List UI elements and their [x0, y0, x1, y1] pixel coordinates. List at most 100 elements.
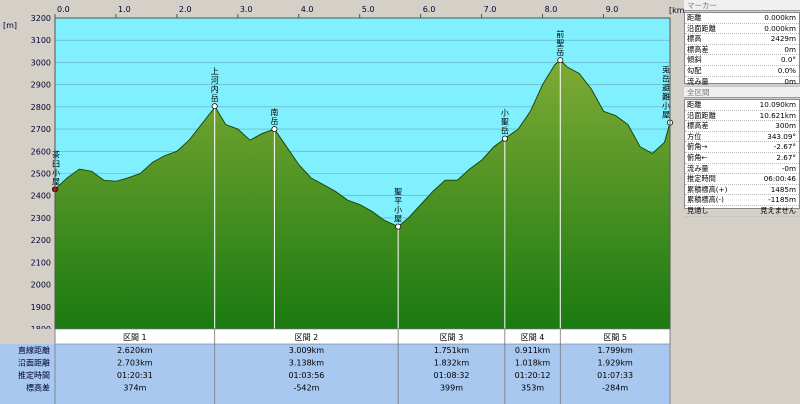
y-tick-label: 2400 [31, 192, 51, 201]
marker-label: 南岳 [270, 107, 278, 126]
segment-value: 1.799km [597, 346, 633, 355]
marker-info-row-value: 0.000km [764, 23, 796, 33]
marker-info-row: 流み量 0m [685, 77, 799, 88]
elevation-profile-chart[interactable]: 0.0 1.0 2.0 3.0 4.0 5.0 6.0 7.0 8.0 9.0 320031003… [0, 0, 684, 404]
segment-row-label: 標高差 [26, 383, 50, 393]
total-info-row: 標高差 300m [685, 121, 799, 132]
y-tick-label: 2500 [31, 170, 51, 179]
x-tick-label: 7.0 [484, 5, 497, 14]
marker-info-row-value: 2429m [770, 34, 796, 44]
marker-info-row-value: 0m [784, 44, 796, 54]
total-panel-title: 全区間 [684, 87, 800, 98]
marker-info-row-label: 標高 [687, 34, 702, 44]
x-tick-label: 4.0 [301, 5, 314, 14]
marker-info-row-value: 0.0° [780, 55, 796, 65]
marker-info-row: 沿面距離 0.000km [685, 24, 799, 35]
total-info-row-value: 300m [775, 121, 796, 131]
y-tick-label: 2100 [31, 258, 51, 267]
total-info-row-value: 10.621km [759, 110, 796, 120]
total-info-row-label: 累積標高(-) [687, 195, 724, 205]
y-tick-label: 3100 [31, 36, 51, 45]
segment-value: 01:07:33 [597, 371, 633, 380]
total-info-row-value: 見えません [760, 205, 796, 215]
total-info-row-value: -1185m [768, 195, 796, 205]
marker-info-row-label: 沿面距離 [687, 23, 716, 33]
total-info-row: 累積標高(+) 1485m [685, 185, 799, 196]
segment-value: 1.832km [434, 359, 470, 368]
segment-value: 399m [440, 384, 463, 393]
marker-label: 茶臼小屋 [52, 149, 60, 186]
total-info-row: 沿面距離 10.621km [685, 111, 799, 122]
marker-point [557, 57, 564, 64]
marker-info-row: 勾配 0.0% [685, 66, 799, 77]
total-info-row-label: 見通し [687, 205, 709, 215]
segment-label: 区間 1 [123, 333, 147, 342]
y-tick-label: 2700 [31, 125, 51, 134]
segment-value: 01:20:31 [117, 371, 153, 380]
marker-info-row-label: 勾配 [687, 65, 702, 75]
marker-label: 聖平小屋 [394, 188, 402, 224]
segment-value: 3.009km [289, 346, 325, 355]
marker-point [211, 103, 218, 110]
segment-value: 1.929km [597, 359, 633, 368]
y-tick-label: 3000 [31, 58, 51, 67]
marker-point [271, 126, 278, 133]
y-tick-label: 3200 [31, 14, 51, 23]
total-info-row: 見通し 見えません [685, 206, 799, 217]
marker-label: 前聖岳 [556, 29, 564, 57]
segment-value: 353m [521, 384, 544, 393]
x-tick-label: 5.0 [362, 5, 375, 14]
marker-info-row-label: 標高差 [687, 44, 709, 54]
marker-info-row-value: 0.000km [764, 13, 796, 22]
segment-value: 2.620km [117, 346, 153, 355]
y-tick-label: 2200 [31, 236, 51, 245]
segment-value: 2.703km [117, 359, 153, 368]
y-tick-label: 2900 [31, 81, 51, 90]
total-info-row-label: 俯角← [687, 152, 708, 162]
total-info-row: 流み量 -0m [685, 164, 799, 175]
total-info-row-value: 10.090km [759, 100, 796, 109]
segment-header-bg [54, 328, 671, 345]
total-info-row-label: 沿面距離 [687, 110, 716, 120]
segment-label: 区間 5 [603, 333, 627, 342]
total-info-row-value: -0m [781, 163, 796, 173]
marker-label: 兎岳避難小屋 [662, 65, 670, 120]
segment-value: 1.751km [434, 346, 470, 355]
total-info-row-label: 方位 [687, 131, 702, 141]
total-info-row: 俯角→ -2.67° [685, 142, 799, 153]
total-info-row: 方位 343.09° [685, 132, 799, 143]
y-unit-label: [m] [3, 21, 17, 30]
x-unit-label: [km] [669, 6, 684, 15]
x-tick-label: 8.0 [545, 5, 558, 14]
x-tick-label: 9.0 [606, 5, 619, 14]
marker-label: 上河内岳 [211, 67, 219, 103]
marker-info-row-value: 0m [784, 76, 796, 86]
segment-label: 区間 2 [295, 333, 319, 342]
segment-corner-bg [0, 329, 55, 344]
x-tick-label: 0.0 [57, 5, 70, 14]
total-info-row-value: -2.67° [773, 142, 796, 152]
segment-value: 01:20:12 [515, 371, 551, 380]
y-tick-label: 2300 [31, 214, 51, 223]
marker-point [501, 135, 508, 142]
total-info-row-value: 1485m [770, 184, 796, 194]
total-info-box: 距離 10.090km 沿面距離 10.621km 標高差 300m 方位 343.09° 俯角… [684, 99, 800, 217]
info-panel: マーカー 距離 0.000km 沿面距離 0.000km 標高 2429m 標高差 0m 傾斜 0… [684, 0, 800, 404]
y-tick-label: 2800 [31, 103, 51, 112]
y-tick-label: 2000 [31, 281, 51, 290]
segment-label: 区間 3 [440, 333, 464, 342]
y-axis: 3200 3100 3000 2900 2800 2700 2600 2500 2400 2300… [31, 14, 51, 334]
total-info-row: 距離 10.090km [685, 100, 799, 111]
total-info-row-label: 流み量 [687, 163, 709, 173]
marker-info-row-label: 距離 [687, 13, 702, 22]
total-info-row: 俯角← 2.67° [685, 153, 799, 164]
marker-point [395, 223, 402, 230]
total-info-row-value: 343.09° [767, 131, 796, 141]
marker-info-row: 傾斜 0.0° [685, 55, 799, 66]
x-tick-label: 2.0 [179, 5, 192, 14]
x-tick-label: 6.0 [423, 5, 436, 14]
y-tick-label: 1900 [31, 303, 51, 312]
marker-info-row-label: 流み量 [687, 76, 709, 86]
